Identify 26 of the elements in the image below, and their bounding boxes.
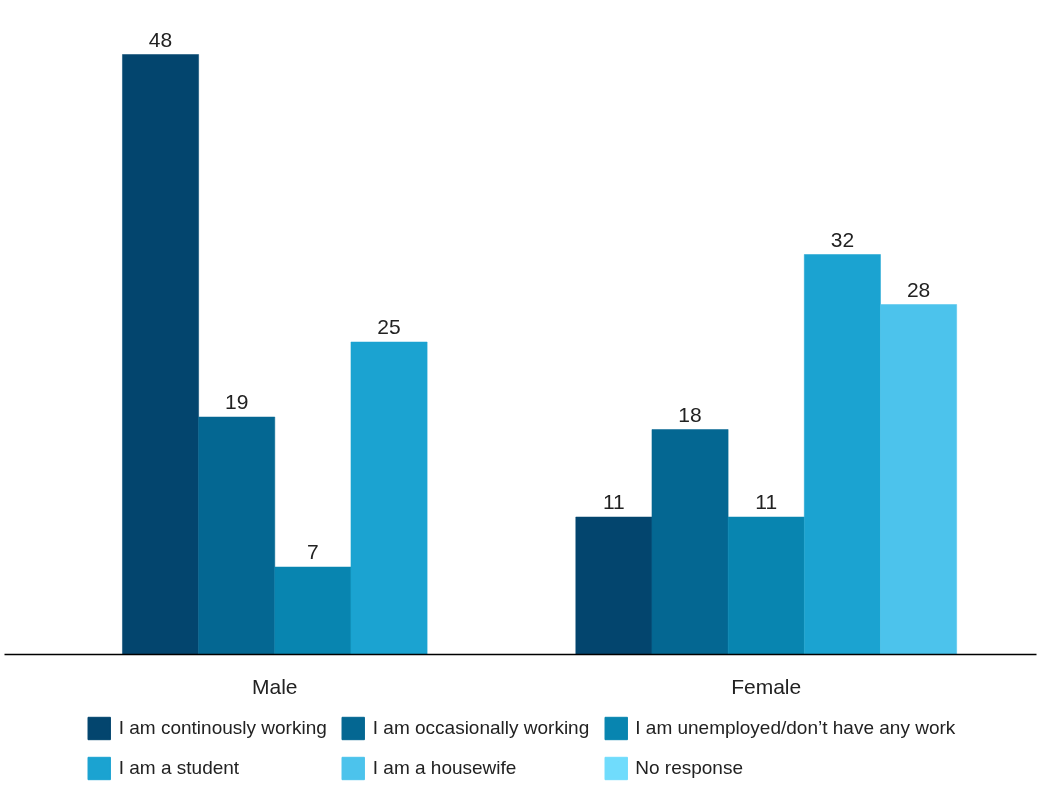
x-tick-label: Male [252, 674, 298, 698]
data-label: 7 [307, 540, 319, 563]
bar [198, 416, 276, 655]
bar [880, 304, 957, 655]
bar [651, 429, 729, 655]
x-tick-label: Female [731, 674, 802, 698]
bar [122, 54, 199, 655]
legend-label: I am unemployed/don’t have any work [635, 716, 956, 739]
data-label: 19 [225, 390, 249, 413]
bar [350, 341, 428, 655]
legend-label: I am occasionally working [372, 716, 590, 739]
data-label: 11 [755, 490, 778, 513]
data-label: 28 [906, 277, 931, 301]
data-label: 32 [830, 227, 855, 251]
legend-label: I am a student [118, 756, 240, 779]
legend-label: No response [635, 756, 743, 779]
bar [804, 254, 881, 655]
bar [274, 566, 352, 655]
data-label: 48 [148, 27, 173, 51]
legend-label: I am continously working [118, 716, 327, 739]
data-label: 18 [678, 402, 702, 426]
legend-label: I am a housewife [372, 756, 517, 779]
bar [727, 516, 805, 655]
data-label: 25 [377, 315, 401, 338]
bar [575, 516, 653, 655]
data-label: 11 [602, 490, 625, 513]
